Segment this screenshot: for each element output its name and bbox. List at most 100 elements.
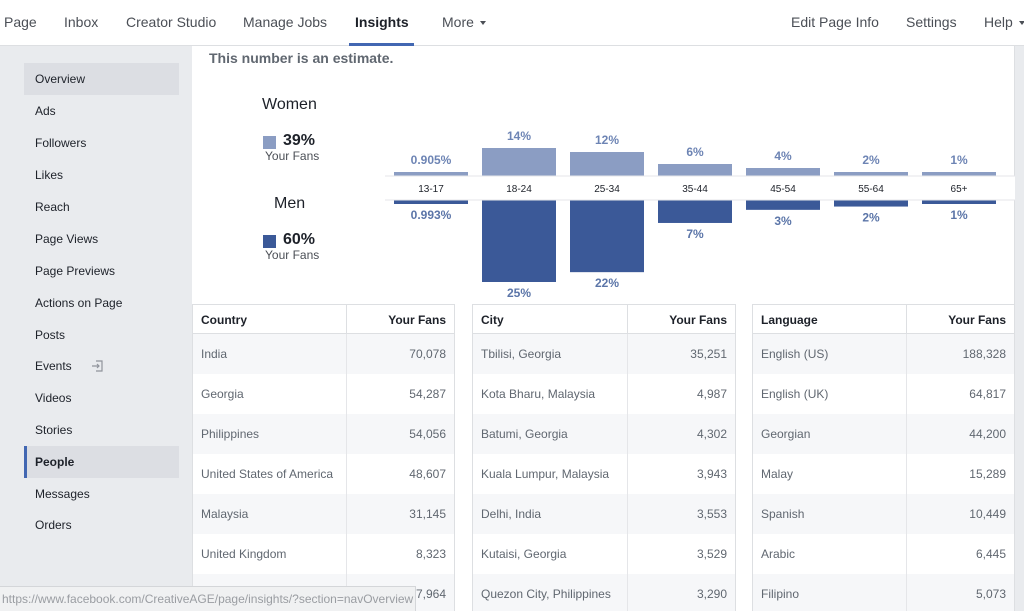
language-name-cell: Arabic [761,547,796,561]
nav-help-label: Help [984,14,1013,30]
language-fans-header[interactable]: Your Fans [948,313,1006,327]
legend-women-sub: Your Fans [265,149,320,163]
column-divider [906,454,907,494]
men-bar [658,200,732,223]
nav-more[interactable]: More [442,0,486,46]
nav-manage-jobs[interactable]: Manage Jobs [243,14,328,30]
sidebar-item-posts[interactable]: Posts [35,328,66,342]
column-divider [346,534,347,574]
sidebar-item-orders[interactable]: Orders [35,518,72,532]
column-divider [627,305,628,335]
women-data-label: 2% [862,153,880,167]
country-header[interactable]: Country [201,313,247,327]
city-name-cell: Tbilisi, Georgia [481,347,562,361]
language-name-cell: Georgian [761,427,811,441]
legend-women-swatch [263,136,276,149]
sidebar-item-stories[interactable]: Stories [35,423,73,437]
table-row: Kutaisi, Georgia 3,529 [473,534,735,574]
nav-inbox[interactable]: Inbox [64,14,99,30]
table-row: Kota Bharu, Malaysia 4,987 [473,374,735,414]
column-divider [346,494,347,534]
table-row: United Kingdom 8,323 [193,534,454,574]
city-name-cell: Quezon City, Philippines [481,587,611,601]
table-row: Kuala Lumpur, Malaysia 3,943 [473,454,735,494]
country-name-cell: Malaysia [201,507,249,521]
sidebar-item-page-views[interactable]: Page Views [35,232,99,246]
language-fans-cell: 10,449 [969,507,1006,521]
column-divider [906,414,907,454]
table-row: India 70,078 [193,334,454,374]
men-data-label: 22% [595,276,619,290]
city-header[interactable]: City [481,313,504,327]
women-bar [922,172,996,176]
men-bar [394,200,468,204]
nav-settings[interactable]: Settings [906,14,957,30]
city-fans-header[interactable]: Your Fans [669,313,727,327]
language-name-cell: Malay [761,467,794,481]
age-tick-label: 25-34 [594,184,620,195]
language-fans-cell: 188,328 [962,347,1006,361]
legend-women-pct: 39% [283,132,316,149]
country-fans-cell: 70,078 [409,347,446,361]
table-row: United States of America 48,607 [193,454,454,494]
column-divider [627,374,628,414]
legend-men-title: Men [274,195,306,212]
sidebar-item-videos[interactable]: Videos [35,391,72,405]
table-row: Georgia 54,287 [193,374,454,414]
language-fans-cell: 44,200 [969,427,1006,441]
external-link-icon [92,360,103,372]
sidebar-item-followers[interactable]: Followers [35,136,87,150]
language-table-header: Language Your Fans [753,304,1014,335]
age-tick-label: 55-64 [858,184,884,195]
table-row: English (UK) 64,817 [753,374,1014,414]
nav-insights[interactable]: Insights [355,14,409,30]
sidebar-item-likes[interactable]: Likes [35,168,64,182]
country-table: Country Your Fans India 70,078 Georgia 54,2… [192,304,455,611]
language-header[interactable]: Language [761,313,818,327]
sidebar-item-actions-on-page[interactable]: Actions on Page [35,296,123,310]
sidebar: Overview Ads Followers Likes Reach Page … [0,46,192,611]
language-fans-cell: 15,289 [969,467,1006,481]
column-divider [346,374,347,414]
women-data-label: 14% [507,129,531,143]
country-fans-cell: 54,287 [409,387,446,401]
column-divider [627,414,628,454]
sidebar-item-people[interactable]: People [24,446,179,478]
column-divider [906,305,907,335]
city-table-header: City Your Fans [473,304,735,335]
country-name-cell: United Kingdom [201,547,287,561]
women-bar [570,152,644,176]
column-divider [627,454,628,494]
legend-men-pct: 60% [283,231,316,248]
sidebar-item-messages[interactable]: Messages [35,487,90,501]
city-fans-cell: 3,529 [696,547,727,561]
men-data-label: 1% [950,208,968,222]
age-tick-label: 18-24 [506,184,532,195]
sidebar-item-reach[interactable]: Reach [35,200,70,214]
nav-help[interactable]: Help [984,0,1024,46]
city-fans-cell: 35,251 [690,347,727,361]
table-row: Spanish 10,449 [753,494,1014,534]
column-divider [627,494,628,534]
country-table-header: Country Your Fans [193,304,454,335]
chevron-down-icon [1018,21,1024,26]
age-gender-chart: 0.905% 0.993% 14% 25% 12% 22% 6% 7% 4% 3% 2% 2% 1% 1%… [385,129,1015,300]
city-name-cell: Delhi, India [481,507,542,521]
women-bar [746,168,820,176]
sidebar-item-events[interactable]: Events [24,350,179,382]
sidebar-item-page-previews[interactable]: Page Previews [35,264,116,278]
nav-page[interactable]: Page [4,14,37,30]
men-bar [834,200,908,207]
country-fans-header[interactable]: Your Fans [388,313,446,327]
table-row: Filipino 5,073 [753,574,1014,611]
table-row: Arabic 6,445 [753,534,1014,574]
nav-creator-studio[interactable]: Creator Studio [126,14,217,30]
language-table: Language Your Fans English (US) 188,328 En… [752,304,1015,611]
legend-women-title: Women [262,96,317,113]
column-divider [906,494,907,534]
column-divider [906,374,907,414]
sidebar-item-overview[interactable]: Overview [24,63,179,95]
sidebar-item-ads[interactable]: Ads [35,104,56,118]
nav-edit-page-info[interactable]: Edit Page Info [791,14,879,30]
city-name-cell: Kota Bharu, Malaysia [481,387,596,401]
